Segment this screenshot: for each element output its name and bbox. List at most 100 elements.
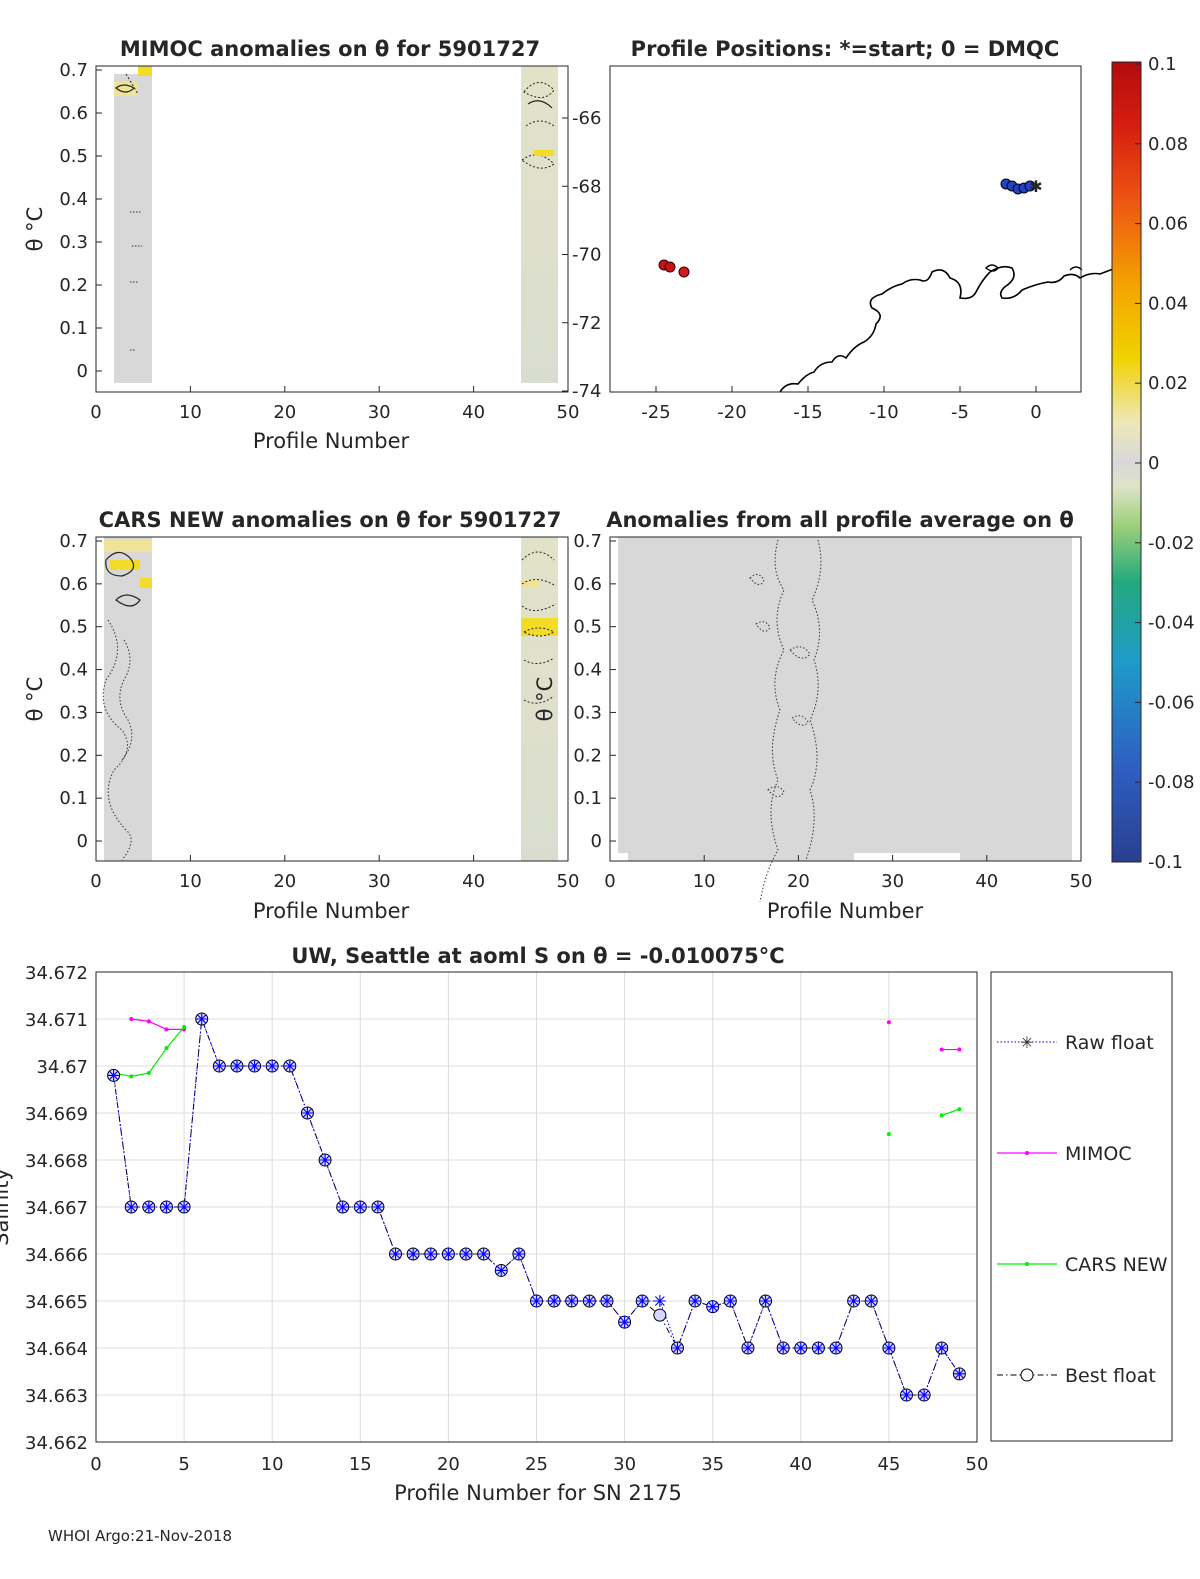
mimoc-contour xyxy=(521,82,555,169)
colorbar-tick-label: 0.08 xyxy=(1148,134,1188,155)
allavg-y-tick-label: 0.7 xyxy=(573,531,602,552)
chart-y-tick-label: 34.667 xyxy=(25,1198,88,1219)
chart-x-tick-label: 15 xyxy=(349,1454,372,1475)
legend-dot-icon xyxy=(1025,1151,1029,1155)
raw-float-point xyxy=(565,1295,578,1307)
cars-new-point xyxy=(146,1071,151,1076)
chart-grid xyxy=(95,971,978,1443)
allavg-x-tick-label: 20 xyxy=(787,871,810,892)
footer-stamp: WHOI Argo:21-Nov-2018 xyxy=(48,1527,232,1545)
allavg-field xyxy=(960,853,1072,861)
raw-float-point xyxy=(125,1201,138,1213)
mimoc-data-block-right xyxy=(521,66,558,383)
raw-float-point xyxy=(301,1107,314,1119)
legend-label-mimoc: MIMOC xyxy=(1065,1143,1132,1165)
positions-y-tick-label: -68 xyxy=(572,176,601,197)
cars-y-ticks: 0.7 0.6 0.5 0.4 0.3 0.2 0.1 0 xyxy=(59,531,102,852)
profile-markers-west xyxy=(658,259,690,278)
mimoc-y-tick-label: 0.5 xyxy=(59,146,88,167)
allavg-xlabel: Profile Number xyxy=(767,899,924,923)
mimoc-point xyxy=(957,1047,962,1052)
raw-float-point xyxy=(847,1295,860,1307)
positions-y-tick-label: -70 xyxy=(572,245,601,266)
chart-y-tick-label: 34.668 xyxy=(25,1151,88,1172)
chart-axes xyxy=(95,971,978,1443)
raw-float-point xyxy=(724,1295,737,1307)
raw-float-point xyxy=(600,1295,613,1307)
cars-y-tick-label: 0.2 xyxy=(59,745,88,766)
raw-float-point xyxy=(530,1295,543,1307)
mimoc-point xyxy=(129,1017,134,1021)
raw-float-point xyxy=(442,1248,455,1260)
allavg-field xyxy=(618,537,1072,853)
raw-float-point xyxy=(918,1389,931,1401)
chart-y-tick-label: 34.67 xyxy=(36,1057,88,1078)
positions-x-tick-label: -20 xyxy=(717,402,746,423)
raw-float-point xyxy=(512,1248,525,1260)
colorbar-tick-label: 0.04 xyxy=(1148,293,1188,314)
raw-float-point xyxy=(107,1069,120,1082)
colorbar-tick-label: -0.08 xyxy=(1148,772,1195,793)
mimoc-y-tick-label: 0.7 xyxy=(59,60,88,81)
colorbar-gradient xyxy=(1111,61,1142,863)
mimoc-y-tick-label: 0.6 xyxy=(59,103,88,124)
raw-float-point xyxy=(777,1342,790,1354)
cars-new-point xyxy=(939,1113,944,1118)
position-marker xyxy=(678,266,690,278)
cars-contour xyxy=(521,551,557,704)
raw-float-point xyxy=(283,1060,296,1072)
allavg-x-tick-label: 0 xyxy=(604,871,615,892)
raw-float-point xyxy=(354,1201,367,1213)
cars-y-tick-label: 0.1 xyxy=(59,788,88,809)
colorbar-tick-label: -0.06 xyxy=(1148,692,1195,713)
positions-panel: Profile Positions: *=start; 0 = DMQC ✱ -… xyxy=(562,37,1139,423)
chart-legend: ✳ Raw float MIMOC CARS NEW Best float xyxy=(990,971,1173,1442)
allavg-y-tick-label: 0.2 xyxy=(573,745,602,766)
mimoc-axes xyxy=(95,65,569,393)
allavg-y-tick-label: 0.5 xyxy=(573,617,602,638)
start-star-icon: ✱ xyxy=(1029,177,1042,196)
raw-float-point xyxy=(830,1342,843,1354)
raw-float-point xyxy=(142,1201,155,1213)
mimoc-y-tick-label: 0.3 xyxy=(59,232,88,253)
chart-y-tick-label: 34.665 xyxy=(25,1292,88,1313)
colorbar: 0.1 0.08 0.06 0.04 0.02 0 -0.02 -0.04 -0.06 -0.08… xyxy=(1111,54,1195,873)
allavg-y-tick-label: 0.4 xyxy=(573,660,602,681)
chart-x-tick-label: 40 xyxy=(789,1454,812,1475)
cars-data-block-right xyxy=(521,537,558,861)
raw-float-point xyxy=(653,1295,666,1307)
mimoc-x-ticks: 0 10 20 30 40 50 xyxy=(90,386,579,423)
best-float-point xyxy=(653,1308,667,1322)
chart-title: UW, Seattle at aoml S on θ = -0.010075°C xyxy=(291,944,784,968)
cars-x-tick-label: 0 xyxy=(90,871,101,892)
mimoc-y-tick-label: 0.1 xyxy=(59,318,88,339)
raw-float-point xyxy=(865,1295,878,1307)
mimoc-title: MIMOC anomalies on θ for 5901727 xyxy=(120,37,540,61)
raw-float-point xyxy=(953,1367,966,1380)
mimoc-x-tick-label: 10 xyxy=(179,402,202,423)
allavg-y-tick-label: 0.1 xyxy=(573,788,602,809)
raw-float-point xyxy=(213,1060,226,1072)
mimoc-x-tick-label: 50 xyxy=(557,402,580,423)
allavg-y-tick-label: 0.3 xyxy=(573,702,602,723)
raw-float-point xyxy=(812,1342,825,1354)
cars-axes xyxy=(95,536,569,862)
raw-float-point xyxy=(935,1342,948,1354)
cars-panel: CARS NEW anomalies on θ for 5901727 0.70… xyxy=(23,508,579,923)
chart-xlabel: Profile Number for SN 2175 xyxy=(394,1481,682,1505)
colorbar-tick-label: 0.1 xyxy=(1148,54,1177,75)
raw-float-point xyxy=(689,1295,702,1307)
colorbar-tick-label: -0.04 xyxy=(1148,613,1195,634)
mimoc-anomaly-patch xyxy=(138,66,152,76)
chart-x-tick-label: 20 xyxy=(437,1454,460,1475)
coastline xyxy=(779,257,1139,393)
cars-new-line xyxy=(113,1026,185,1077)
cars-x-ticks: 0 10 20 30 40 50 xyxy=(90,855,579,892)
raw-float-point xyxy=(248,1060,261,1072)
raw-float-point xyxy=(741,1342,754,1354)
mimoc-panel: MIMOC anomalies on θ for 5901727 0.7 0.6 0… xyxy=(23,37,579,453)
allavg-axes xyxy=(609,536,1082,862)
allavg-y-tick-label: 0 xyxy=(591,831,602,852)
mimoc-y-ticks: 0.7 0.6 0.5 0.4 0.3 0.2 0.1 0 xyxy=(59,60,102,382)
